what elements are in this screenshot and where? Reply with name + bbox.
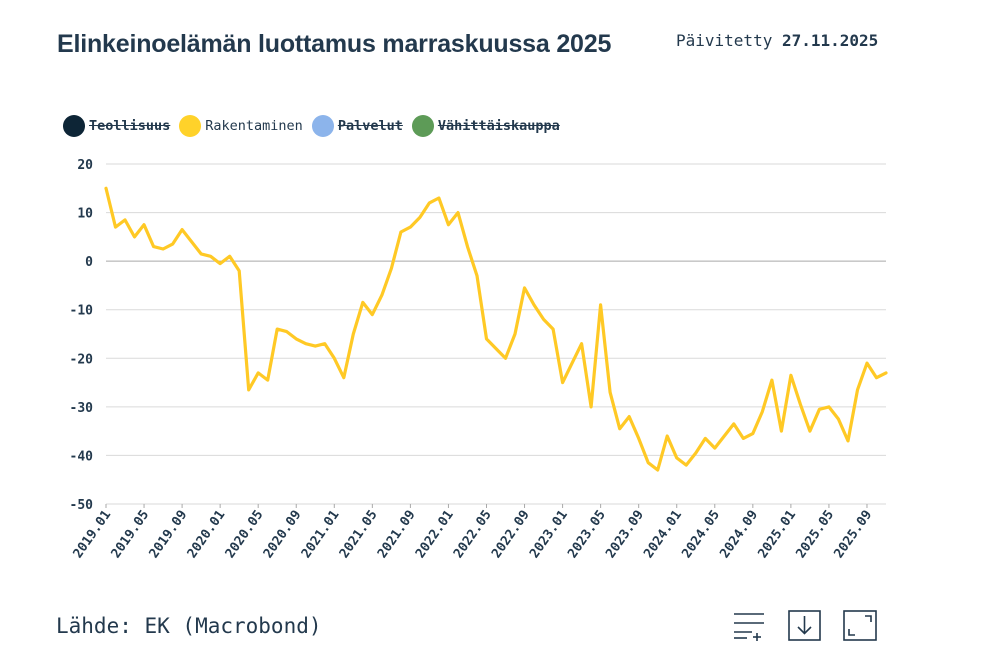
- legend-item-teollisuus[interactable]: Teollisuus: [63, 115, 170, 137]
- x-tick-label: 2022.09: [489, 508, 533, 561]
- legend-dot-icon: [179, 115, 202, 137]
- y-tick-label: 20: [77, 158, 93, 173]
- x-tick-label: 2024.05: [679, 508, 723, 561]
- legend-label: Palvelut: [337, 118, 403, 134]
- legend-item-rakentaminen[interactable]: Rakentaminen: [179, 115, 303, 137]
- download-icon[interactable]: [787, 610, 823, 642]
- x-tick-label: 2023.09: [603, 508, 647, 561]
- y-tick-label: -40: [70, 449, 94, 464]
- x-tick-label: 2022.05: [451, 508, 495, 561]
- chart-title: Elinkeinoelämän luottamus marraskuussa 2…: [57, 30, 612, 58]
- legend-item-palvelut[interactable]: Palvelut: [311, 115, 403, 137]
- y-tick-label: 0: [85, 255, 93, 270]
- legend-dot-icon: [311, 115, 334, 137]
- y-tick-label: -30: [70, 401, 94, 416]
- x-tick-label: 2021.09: [375, 508, 419, 561]
- x-tick-label: 2023.05: [565, 508, 609, 561]
- legend-dot-icon: [63, 115, 85, 137]
- x-tick-label: 2024.09: [717, 508, 761, 561]
- chart-legend: Teollisuus Rakentaminen Palvelut Vähittä…: [63, 114, 569, 138]
- legend-label: Teollisuus: [89, 118, 171, 134]
- y-tick-label: 10: [77, 207, 93, 222]
- x-tick-label: 2020.05: [223, 508, 267, 561]
- legend-label: Vähittäiskauppa: [437, 118, 560, 134]
- legend-item-vahittaiskauppa[interactable]: Vähittäiskauppa: [411, 115, 560, 137]
- legend-dot-icon: [411, 115, 434, 137]
- x-tick-label: 2025.09: [832, 508, 876, 561]
- x-tick-label: 2025.05: [793, 508, 837, 561]
- legend-list-add-icon[interactable]: [731, 610, 767, 642]
- x-tick-label: 2020.09: [261, 508, 305, 561]
- x-tick-label: 2019.09: [147, 508, 191, 561]
- y-tick-label: -50: [70, 498, 94, 513]
- legend-label: Rakentaminen: [205, 118, 303, 134]
- updated-info: Päivitetty 27.11.2025: [676, 31, 878, 50]
- x-tick-label: 2019.05: [109, 508, 153, 561]
- x-tick-label: 2021.05: [337, 508, 381, 561]
- y-tick-label: -20: [70, 352, 94, 367]
- series-line-rakentaminen: [104, 186, 888, 472]
- updated-label: Päivitetty: [676, 31, 773, 50]
- updated-date: 27.11.2025: [781, 31, 879, 50]
- source-note: Lähde: EK (Macrobond): [56, 614, 322, 638]
- y-tick-label: -10: [70, 304, 94, 319]
- fullscreen-icon[interactable]: [842, 610, 878, 642]
